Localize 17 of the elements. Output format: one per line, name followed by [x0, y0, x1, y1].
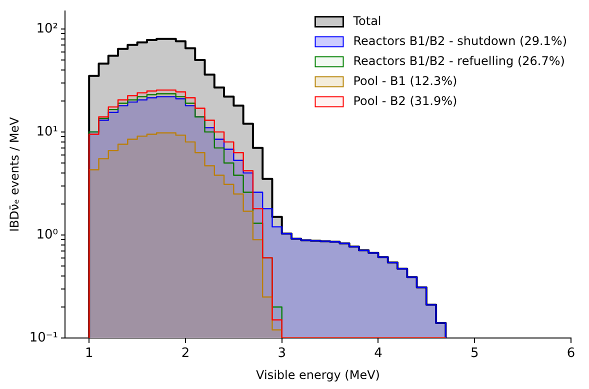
- legend-label: Reactors B1/B2 - shutdown (29.1%): [353, 34, 568, 48]
- y-axis-title: IBDν̄ₑ events / MeV: [7, 116, 22, 232]
- x-tick-label: 4: [374, 346, 382, 362]
- x-tick-label: 6: [566, 346, 576, 362]
- legend-label: Pool - B1 (12.3%): [353, 74, 458, 88]
- legend-label: Pool - B2 (31.9%): [353, 94, 458, 108]
- legend-label: Total: [352, 14, 382, 28]
- x-tick-label: 3: [278, 346, 286, 362]
- y-tick-label: 10²: [36, 21, 58, 36]
- y-tick-label: 10¹: [36, 124, 58, 140]
- x-tick-label: 1: [84, 346, 94, 362]
- x-tick-label: 5: [470, 346, 479, 362]
- x-tick-label: 2: [181, 346, 190, 362]
- legend-label: Reactors B1/B2 - refuelling (26.7%): [353, 54, 565, 68]
- x-axis-title: Visible energy (MeV): [256, 368, 380, 382]
- y-tick-label: 10⁰: [36, 227, 58, 242]
- y-tick-label: 10⁻¹: [29, 330, 58, 346]
